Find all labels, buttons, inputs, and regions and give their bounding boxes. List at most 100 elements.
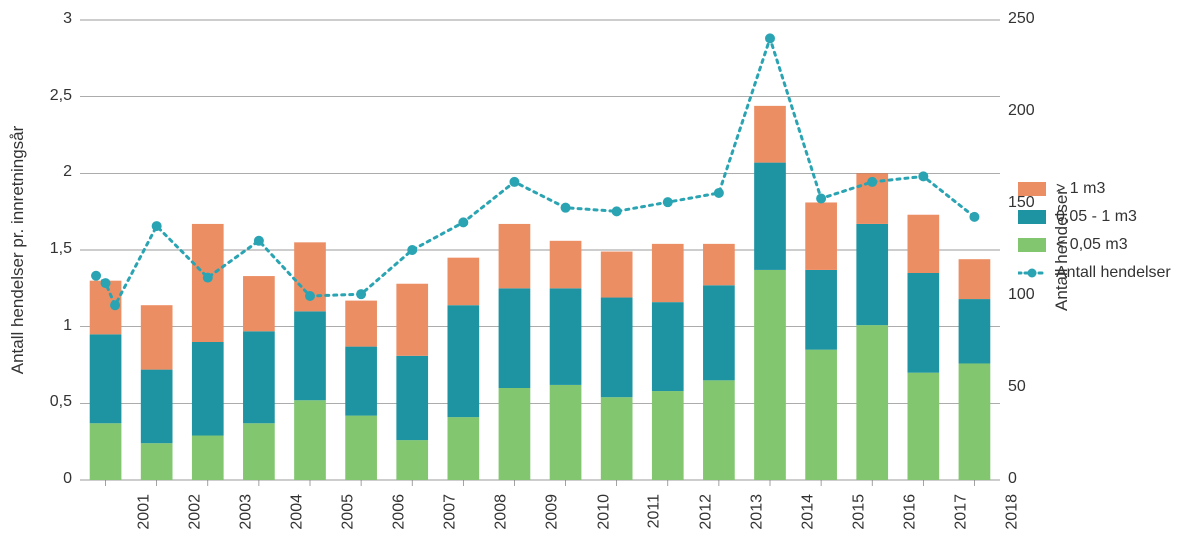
bar-gt1 [499, 224, 531, 288]
legend-swatch [1018, 238, 1046, 252]
line-marker [561, 203, 571, 213]
legend-item-lt005: < 0,05 m3 [1018, 236, 1188, 254]
bar-mid [90, 334, 122, 423]
legend-label: < 0,05 m3 [1056, 236, 1128, 254]
bar-gt1 [754, 106, 786, 163]
bar-lt005 [499, 388, 531, 480]
x-tick: 2003 [237, 494, 255, 530]
legend-swatch [1018, 210, 1046, 224]
legend-label: 0,05 - 1 m3 [1056, 208, 1137, 226]
bar-lt005 [396, 440, 428, 480]
bar-mid [396, 356, 428, 440]
bar-lt005 [601, 397, 633, 480]
bar-lt005 [90, 423, 122, 480]
bar-mid [754, 163, 786, 270]
x-tick: 2018 [1004, 494, 1022, 530]
bar-mid [959, 299, 991, 363]
bar-gt1 [141, 305, 173, 369]
bar-lt005 [959, 363, 991, 480]
y-left-tick: 2 [32, 163, 72, 181]
x-tick: 2015 [851, 494, 869, 530]
bar-mid [805, 270, 837, 350]
bar-gt1 [192, 224, 224, 342]
bar-lt005 [907, 373, 939, 480]
bar-gt1 [907, 215, 939, 273]
bar-lt005 [243, 423, 275, 480]
line-marker [152, 221, 162, 231]
line-antall-hendelser [96, 38, 974, 305]
x-tick: 2004 [288, 494, 306, 530]
bar-mid [499, 288, 531, 388]
x-tick: 2001 [135, 494, 153, 530]
line-marker [356, 289, 366, 299]
bar-gt1 [959, 259, 991, 299]
bar-gt1 [550, 241, 582, 289]
x-tick: 2007 [442, 494, 460, 530]
line-marker [816, 193, 826, 203]
y-right-tick: 0 [1008, 470, 1048, 488]
line-marker [458, 217, 468, 227]
line-marker [867, 177, 877, 187]
x-tick: 2012 [697, 494, 715, 530]
x-tick: 2006 [391, 494, 409, 530]
bar-lt005 [754, 270, 786, 480]
line-marker [765, 33, 775, 43]
line-marker [203, 273, 213, 283]
bar-lt005 [192, 436, 224, 480]
line-marker [612, 206, 622, 216]
bar-gt1 [243, 276, 275, 331]
bar-mid [703, 285, 735, 380]
line-marker [663, 197, 673, 207]
y-left-tick: 3 [32, 10, 72, 28]
y-left-tick: 0 [32, 470, 72, 488]
line-marker [918, 171, 928, 181]
chart-container: Antall hendelser pr. innretningsår Antal… [0, 0, 1200, 560]
x-tick: 2016 [902, 494, 920, 530]
bar-mid [652, 302, 684, 391]
legend-item-antall: Antall hendelser [1018, 264, 1188, 282]
x-tick: 2014 [800, 494, 818, 530]
bar-lt005 [550, 385, 582, 480]
bar-gt1 [601, 252, 633, 298]
y-axis-left-label: Antall hendelser pr. innretningsår [8, 126, 28, 375]
y-right-tick: 250 [1008, 10, 1048, 28]
bar-gt1 [805, 202, 837, 269]
line-marker [110, 300, 120, 310]
bar-mid [550, 288, 582, 385]
bar-mid [907, 273, 939, 373]
x-tick: 2002 [186, 494, 204, 530]
bar-gt1 [703, 244, 735, 285]
legend: > 1 m3 0,05 - 1 m3 < 0,05 m3 Antall hendels… [1018, 170, 1188, 292]
bar-gt1 [652, 244, 684, 302]
legend-label: > 1 m3 [1056, 180, 1105, 198]
y-left-tick: 1,5 [32, 240, 72, 258]
x-tick: 2010 [595, 494, 613, 530]
line-marker [969, 212, 979, 222]
line-marker [407, 245, 417, 255]
bar-lt005 [805, 350, 837, 480]
bar-gt1 [447, 258, 479, 306]
bar-lt005 [856, 325, 888, 480]
bar-gt1 [396, 284, 428, 356]
bar-mid [447, 305, 479, 417]
bar-mid [345, 347, 377, 416]
x-tick: 2009 [544, 494, 562, 530]
bar-lt005 [652, 391, 684, 480]
bar-gt1 [345, 301, 377, 347]
bar-lt005 [447, 417, 479, 480]
line-marker [714, 188, 724, 198]
bar-lt005 [141, 443, 173, 480]
x-tick: 2008 [493, 494, 511, 530]
y-right-tick: 150 [1008, 194, 1048, 212]
bar-lt005 [345, 416, 377, 480]
legend-label: Antall hendelser [1056, 264, 1171, 282]
y-right-tick: 200 [1008, 102, 1048, 120]
line-marker [91, 271, 101, 281]
y-left-tick: 0,5 [32, 393, 72, 411]
y-right-tick: 50 [1008, 378, 1048, 396]
bar-lt005 [703, 380, 735, 480]
bar-lt005 [294, 400, 326, 480]
x-tick: 2013 [748, 494, 766, 530]
x-tick: 2011 [645, 494, 663, 528]
line-marker [509, 177, 519, 187]
